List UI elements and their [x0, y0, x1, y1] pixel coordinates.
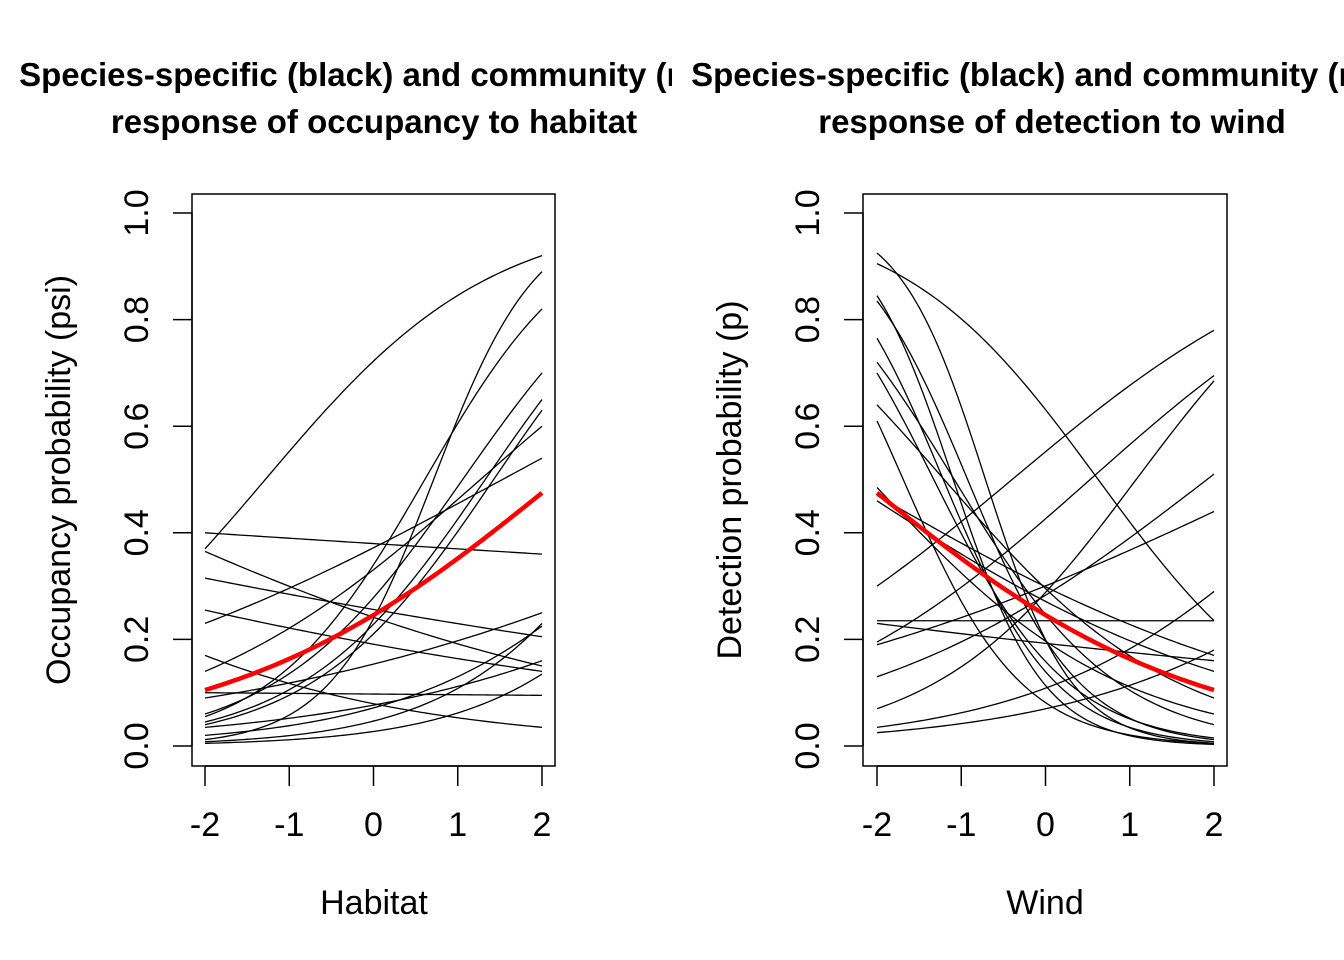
- species-line-8: [204, 425, 543, 672]
- species-line-18: [876, 473, 1215, 678]
- species-line-12: [204, 308, 543, 718]
- species-line-9: [876, 420, 1215, 744]
- y-tick-label: 0.4: [789, 509, 827, 556]
- species-line-14: [204, 409, 543, 726]
- x-axis: -2 -1 0 1 2: [862, 765, 1224, 844]
- species-line-1: [204, 255, 543, 550]
- species-line-19: [204, 673, 543, 744]
- x-axis-label: Wind: [1006, 884, 1083, 922]
- y-tick-label: 0.8: [118, 296, 156, 343]
- species-line-17: [204, 271, 543, 741]
- series-layer: [204, 255, 544, 744]
- y-tick-label: 1.0: [118, 189, 156, 236]
- x-tick-label: 0: [1036, 806, 1055, 844]
- x-tick-label: 0: [364, 806, 383, 844]
- panel-occupancy: Species-specific (black) and community (…: [19, 56, 729, 922]
- species-line-2: [876, 263, 1215, 622]
- species-line-15: [204, 660, 543, 728]
- y-axis-label: Detection probability (p): [711, 300, 749, 659]
- species-line-15: [876, 622, 1215, 662]
- community-line: [875, 491, 1215, 693]
- species-line-11: [876, 494, 1215, 657]
- species-line-21: [876, 649, 1215, 734]
- x-tick-label: -2: [862, 806, 892, 844]
- species-line-7: [204, 654, 543, 728]
- species-line-11: [204, 372, 543, 715]
- species-line-13: [876, 329, 1215, 587]
- chart-title-line-2: response of occupancy to habitat: [111, 103, 637, 140]
- species-line-10: [876, 487, 1215, 715]
- species-line-4: [204, 577, 543, 638]
- species-line-2: [204, 532, 543, 555]
- chart-title-line-1: Species-specific (black) and community (…: [19, 56, 729, 93]
- species-line-3: [204, 550, 543, 667]
- species-line-9: [204, 692, 543, 697]
- y-axis: 0.0 0.2 0.4 0.6 0.8 1.0: [118, 189, 193, 770]
- panel-detection: Species-specific (black) and community (…: [691, 56, 1344, 922]
- y-tick-label: 0.0: [789, 722, 827, 769]
- species-line-10: [204, 612, 543, 699]
- x-tick-label: 2: [533, 806, 552, 844]
- y-tick-label: 0.6: [118, 403, 156, 450]
- x-axis-label: Habitat: [320, 884, 428, 922]
- species-line-16: [876, 375, 1215, 643]
- series-layer: [875, 252, 1215, 746]
- species-line-3: [876, 295, 1215, 746]
- community-line: [204, 491, 544, 693]
- y-axis: 0.0 0.2 0.4 0.6 0.8 1.0: [789, 189, 864, 770]
- species-line-16: [204, 625, 543, 736]
- species-line-13: [204, 399, 543, 723]
- species-line-17: [876, 510, 1215, 646]
- species-line-7: [876, 372, 1215, 739]
- y-tick-label: 0.0: [118, 722, 156, 769]
- species-line-20: [876, 590, 1215, 728]
- chart-title-line-1: Species-specific (black) and community (…: [691, 56, 1344, 93]
- species-line-5: [876, 337, 1215, 743]
- x-tick-label: 1: [1120, 806, 1139, 844]
- x-tick-label: -1: [274, 806, 304, 844]
- y-tick-label: 0.6: [789, 403, 827, 450]
- x-tick-label: -1: [946, 806, 976, 844]
- y-tick-label: 1.0: [789, 189, 827, 236]
- species-line-1: [876, 252, 1215, 744]
- y-tick-label: 0.8: [789, 296, 827, 343]
- y-tick-label: 0.2: [118, 616, 156, 663]
- x-axis: -2 -1 0 1 2: [190, 765, 552, 844]
- x-tick-label: 1: [448, 806, 467, 844]
- x-tick-label: 2: [1205, 806, 1224, 844]
- y-tick-label: 0.2: [789, 616, 827, 663]
- y-axis-label: Occupancy probability (psi): [40, 275, 78, 685]
- species-line-5: [204, 609, 543, 673]
- species-line-4: [876, 300, 1215, 741]
- species-line-19: [876, 380, 1215, 710]
- y-tick-label: 0.4: [118, 509, 156, 556]
- x-tick-label: -2: [190, 806, 220, 844]
- species-line-6: [204, 457, 543, 625]
- species-line-18: [204, 622, 543, 743]
- chart-title-line-2: response of detection to wind: [818, 103, 1286, 140]
